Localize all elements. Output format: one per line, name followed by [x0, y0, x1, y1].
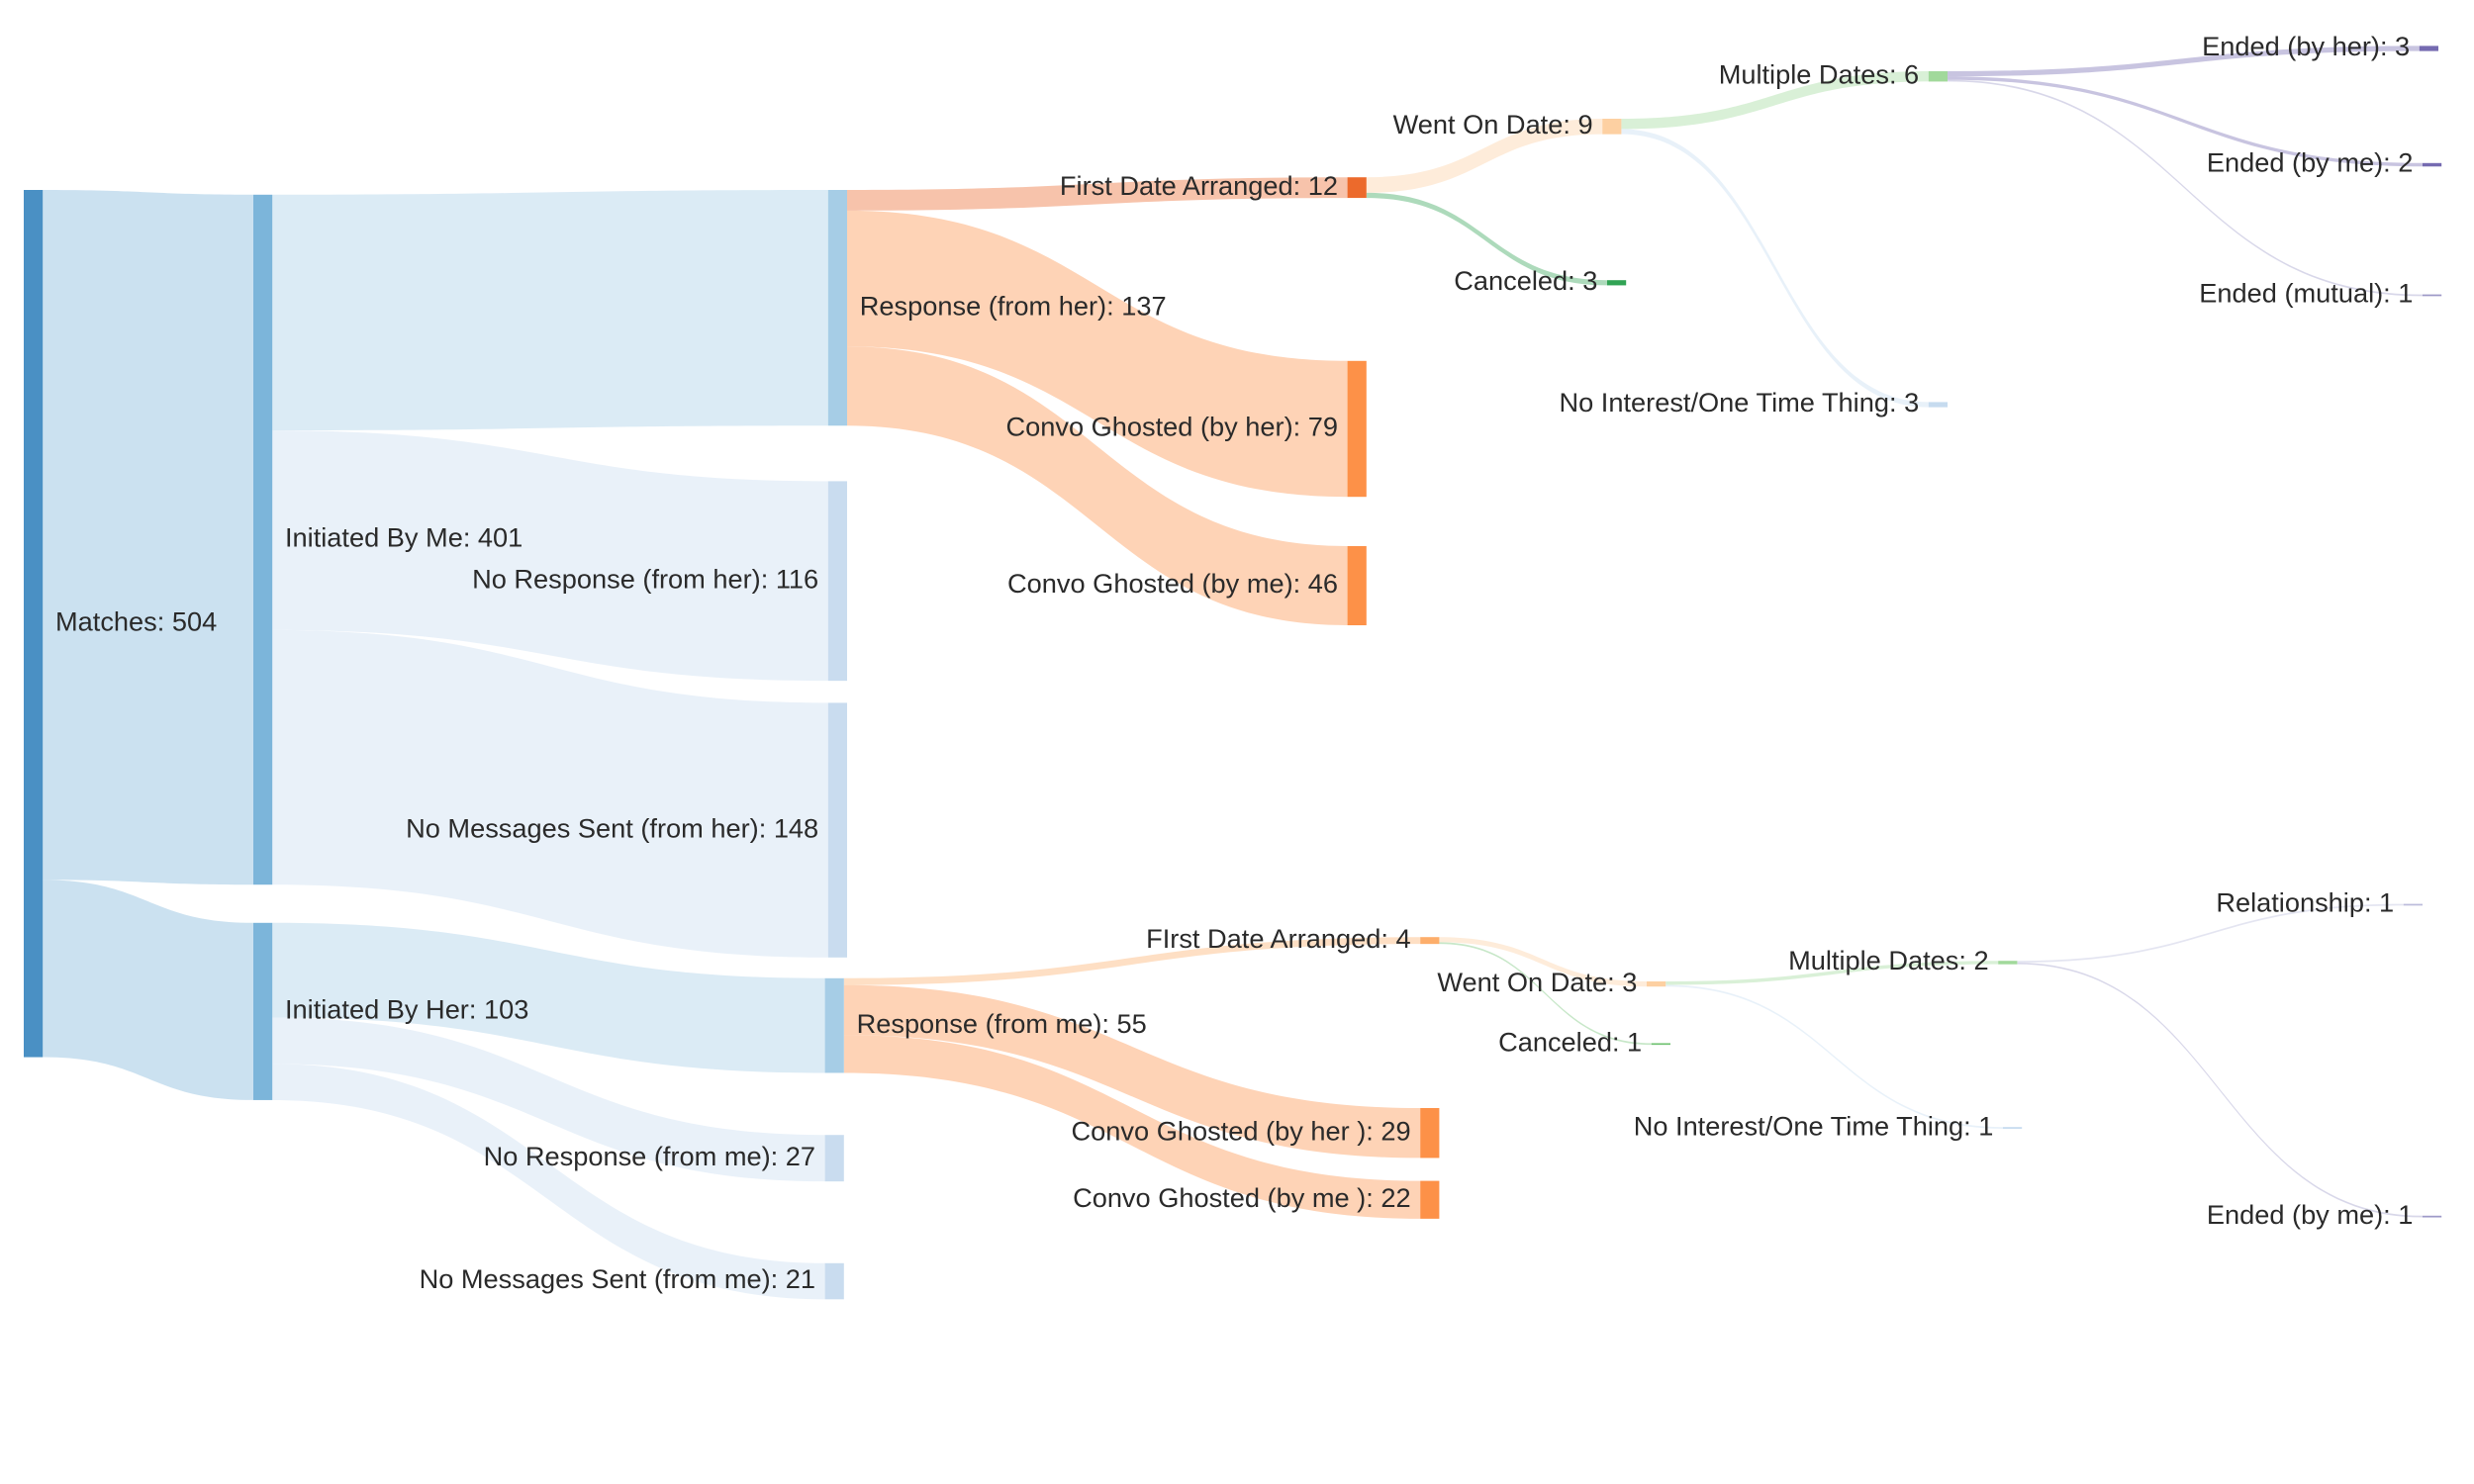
node: [1651, 1043, 1670, 1046]
node: [2423, 1215, 2442, 1218]
link: [272, 922, 825, 1073]
node-label: Ended (by her): 3: [2202, 31, 2410, 61]
node: [1347, 546, 1367, 626]
node: [824, 1135, 844, 1182]
link: [43, 190, 254, 885]
link: [272, 430, 828, 682]
node: [827, 481, 847, 682]
link: [843, 1035, 1421, 1219]
link: [2017, 962, 2423, 1218]
node-label: Response (from me): 55: [857, 1008, 1147, 1039]
node: [253, 194, 273, 885]
node-label: Convo Ghosted (by me ): 22: [1073, 1182, 1411, 1213]
link: [272, 629, 828, 958]
link: [1948, 79, 2423, 297]
node: [1420, 1108, 1440, 1159]
node-label: No Response (from her): 116: [472, 563, 818, 594]
link: [847, 210, 1348, 498]
node-label: Convo Ghosted (by her ): 29: [1072, 1115, 1411, 1146]
node-label: Ended (mutual): 1: [2199, 278, 2413, 309]
node-label: Multiple Dates: 6: [1719, 58, 1920, 89]
node-label: Ended (by me): 1: [2207, 1199, 2414, 1230]
link: [272, 190, 828, 431]
link: [1665, 961, 1999, 985]
node-label: Canceled: 1: [1498, 1026, 1642, 1057]
link: [1621, 129, 1929, 408]
node-label: First Date Arranged: 12: [1060, 170, 1338, 201]
node: [1607, 280, 1627, 286]
node: [2403, 903, 2423, 906]
link: [843, 984, 1421, 1159]
node-label: Multiple Dates: 2: [1788, 945, 1989, 975]
node: [827, 702, 847, 958]
node-label: Ended (by me): 2: [2207, 147, 2414, 178]
node: [827, 190, 847, 426]
link: [1439, 942, 1652, 1046]
node-label: No Messages Sent (from her): 148: [406, 812, 818, 843]
node-label: No Response (from me): 27: [484, 1141, 815, 1171]
node: [1420, 1180, 1440, 1219]
link: [272, 1017, 825, 1182]
node-label: No Messages Sent (from me): 21: [420, 1263, 815, 1294]
node: [1928, 71, 1948, 82]
node-label: No Interest/One Time Thing: 3: [1560, 387, 1920, 417]
node-label: Initiated By Me: 401: [285, 522, 523, 553]
link: [43, 880, 254, 1100]
node-label: FIrst Date Arranged: 4: [1146, 923, 1410, 954]
node: [1928, 402, 1948, 408]
node: [253, 922, 273, 1100]
link: [2017, 903, 2404, 963]
link: [272, 1064, 825, 1300]
link: [1621, 71, 1929, 130]
node: [2003, 1127, 2023, 1129]
node: [1347, 360, 1367, 498]
node: [1602, 119, 1622, 135]
link: [1948, 76, 2423, 167]
node: [1347, 177, 1367, 199]
links: [43, 46, 2423, 1300]
node-label: Response (from her): 137: [860, 290, 1167, 321]
node-label: Went On Date: 3: [1437, 967, 1637, 997]
link: [847, 177, 1348, 211]
node: [2419, 46, 2438, 51]
link: [847, 346, 1348, 626]
node-label: Convo Ghosted (by her): 79: [1006, 412, 1339, 442]
nodes: Matches: 504 Initiated By Me: 401 Initiate…: [24, 31, 2442, 1300]
link: [1439, 937, 1647, 987]
node: [1647, 981, 1666, 987]
link: [1948, 46, 2420, 77]
node: [2423, 162, 2442, 167]
node-label: Relationship: 1: [2216, 887, 2394, 918]
link: [1366, 119, 1603, 193]
link: [843, 937, 1421, 985]
node: [824, 1262, 844, 1300]
node: [1420, 937, 1440, 945]
node-label: No Interest/One Time Thing: 1: [1634, 1110, 1994, 1141]
link: [1366, 192, 1607, 286]
node-label: Went On Date: 9: [1393, 109, 1593, 139]
node-label: Convo Ghosted (by me): 46: [1007, 568, 1338, 599]
link: [1665, 984, 2003, 1129]
node-label: Initiated By Her: 103: [285, 994, 528, 1025]
node: [24, 190, 44, 1058]
node: [824, 977, 844, 1073]
node-label: Canceled: 3: [1454, 265, 1597, 296]
node: [1998, 961, 2018, 965]
node: [2423, 294, 2442, 297]
node-label: Matches: 504: [55, 605, 217, 636]
